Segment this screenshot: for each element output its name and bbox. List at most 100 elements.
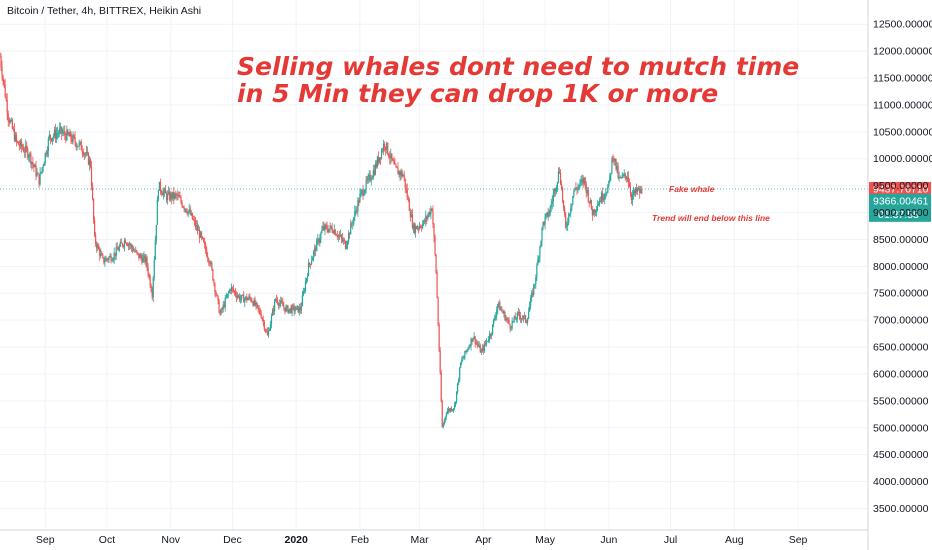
price-tick-label: 9000.00000 — [873, 207, 929, 219]
candle-body — [150, 285, 152, 292]
candle-body — [604, 194, 606, 199]
candle-body — [506, 318, 508, 320]
candle-body — [141, 257, 143, 263]
candle-body — [200, 232, 203, 237]
candle-body — [435, 254, 437, 273]
candle-body — [330, 225, 332, 228]
candle-body — [187, 211, 189, 214]
candle-body — [86, 151, 89, 154]
candle-body — [49, 134, 51, 139]
candle-body — [572, 196, 574, 204]
candle-body — [618, 177, 620, 178]
candle-body — [523, 315, 526, 317]
candle-body — [448, 409, 451, 411]
candle-body — [616, 166, 618, 170]
candle-body — [106, 258, 108, 260]
candle-body — [531, 292, 533, 298]
candle-body — [13, 129, 15, 141]
candle-body — [10, 120, 12, 122]
candle-body — [521, 318, 524, 320]
candle-body — [309, 263, 312, 265]
candle-body — [102, 255, 104, 258]
candle-body — [38, 174, 40, 185]
candle-body — [466, 349, 468, 352]
candle-body — [565, 214, 567, 227]
candle-body — [427, 215, 429, 219]
candle-body — [620, 177, 622, 178]
candle-body — [260, 314, 262, 318]
price-tick-label: 8500.00000 — [873, 234, 929, 246]
candle-body — [209, 262, 211, 265]
candle-body — [279, 303, 281, 306]
price-tick-label: 12000.00000 — [873, 46, 932, 58]
candle-body — [628, 183, 631, 187]
candle-body — [295, 306, 297, 310]
candle-body — [259, 310, 261, 315]
candle-body — [542, 221, 544, 229]
time-tick-label: Jun — [600, 534, 617, 546]
candle-body — [478, 345, 480, 347]
candle-body — [421, 227, 423, 229]
candle-body — [253, 299, 255, 306]
candle-body — [532, 292, 534, 295]
candle-body — [232, 288, 235, 292]
candle-body — [225, 297, 227, 299]
candle-body — [133, 250, 135, 252]
candle-body — [358, 200, 360, 203]
candle-body — [32, 162, 34, 165]
candle-body — [215, 291, 217, 295]
candle-body — [477, 344, 479, 347]
candle-body — [151, 291, 153, 298]
candle-body — [368, 174, 370, 177]
candle-body — [516, 312, 518, 320]
candle-body — [393, 160, 395, 164]
candle-body — [378, 157, 381, 163]
candle-body — [275, 298, 277, 301]
candle-body — [344, 241, 347, 249]
candle-body — [547, 212, 549, 217]
candle-body — [22, 147, 24, 149]
candle-body — [624, 173, 626, 177]
candle-body — [134, 250, 136, 252]
candle-body — [251, 300, 253, 303]
candle-body — [79, 141, 81, 143]
candle-body — [386, 142, 388, 150]
candle-body — [623, 173, 625, 176]
candle-body — [52, 135, 55, 138]
price-tick-label: 10500.00000 — [873, 126, 932, 138]
candle-body — [110, 255, 112, 262]
price-tick-label: 4000.00000 — [873, 476, 929, 488]
candle-body — [186, 211, 188, 214]
candle-body — [349, 232, 351, 235]
candle-body — [264, 329, 266, 331]
price-tick-label: 8000.00000 — [873, 261, 929, 273]
candle-body — [100, 253, 102, 257]
candle-body — [392, 159, 394, 161]
candle-body — [399, 171, 401, 176]
candle-body — [206, 250, 208, 257]
candle-body — [362, 190, 364, 196]
candle-body — [463, 356, 465, 359]
candle-body — [11, 120, 13, 129]
candle-body — [299, 307, 301, 311]
candle-body — [611, 158, 613, 173]
candle-body — [293, 306, 295, 312]
candle-body — [493, 320, 495, 325]
candle-body — [328, 228, 330, 233]
candle-body — [365, 179, 367, 190]
candle-body — [190, 212, 192, 215]
level-price-label: 9437.76710 — [873, 183, 929, 195]
candle-body — [554, 188, 556, 192]
candle-body — [558, 171, 561, 173]
candle-body — [29, 153, 31, 157]
candle-body — [101, 253, 103, 256]
candle-body — [34, 165, 36, 168]
candle-body — [18, 144, 21, 147]
candle-body — [496, 309, 498, 316]
candle-body — [12, 128, 14, 130]
candle-body — [196, 225, 199, 231]
candle-body — [615, 158, 617, 170]
candle-body — [630, 193, 633, 201]
candle-body — [541, 228, 543, 242]
